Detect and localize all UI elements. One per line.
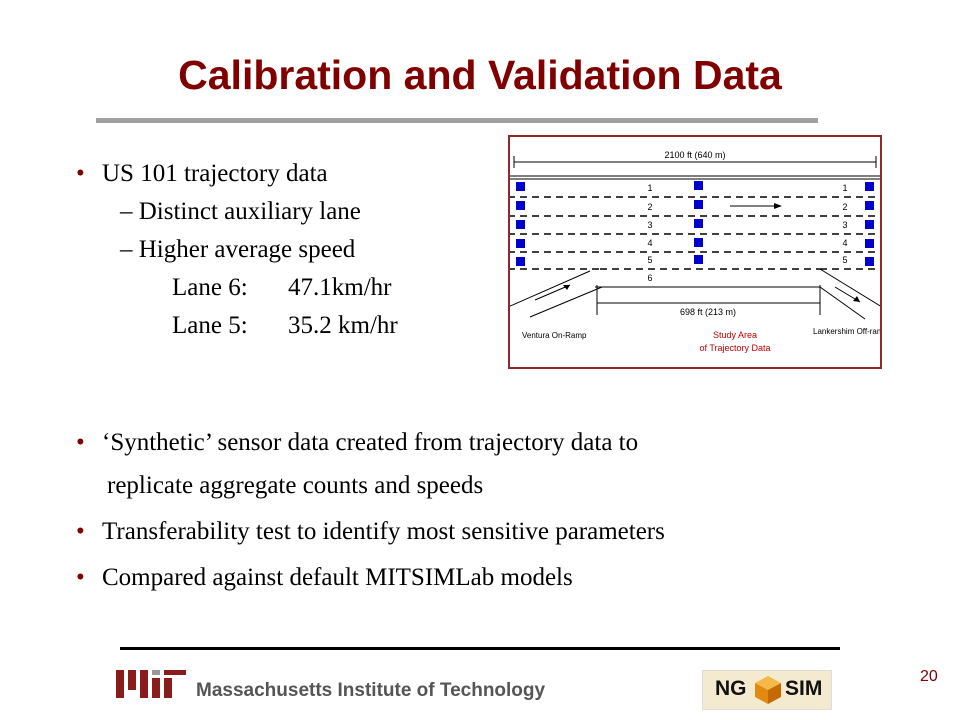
lane5-value: 35.2 km/hr (288, 312, 398, 339)
sensor-group-left (516, 182, 525, 266)
sensor-marker (694, 238, 703, 247)
lane6-value: 47.1km/hr (288, 274, 392, 301)
cube-icon (755, 676, 781, 704)
off-ramp-edge (819, 286, 866, 320)
sensor-marker (865, 257, 874, 266)
dimension-label-top: 2100 ft (640 m) (664, 150, 725, 160)
freeway-study-area-figure: 2100 ft (640 m) (507, 135, 889, 369)
lane-number: 4 (842, 238, 847, 248)
bullet-compared-mitsimlab: Compared against default MITSIMLab model… (102, 564, 573, 591)
off-ramp-arrow-head (853, 296, 860, 302)
sensor-group-right (865, 182, 874, 266)
sensor-marker (516, 257, 525, 266)
ngsim-logo: NG SIM (702, 670, 832, 710)
study-area-label: of Trajectory Data (699, 343, 770, 353)
lane-number: 1 (647, 183, 652, 193)
lane-number: 1 (842, 183, 847, 193)
bullet-marker: • (76, 160, 85, 187)
lane-number: 6 (647, 273, 652, 283)
bullet-synthetic-sensor: ‘Synthetic’ sensor data created from tra… (102, 429, 639, 456)
sub-bullet-auxiliary-lane: – Distinct auxiliary lane (120, 198, 361, 225)
traffic-direction-arrow-head (774, 203, 782, 209)
on-ramp-edge (529, 286, 603, 318)
lane-number: 3 (647, 220, 652, 230)
off-ramp-edge (819, 268, 883, 308)
dimension-label-bg (640, 148, 750, 160)
sensor-marker (516, 201, 525, 210)
sensor-marker (865, 201, 874, 210)
sensor-marker (865, 239, 874, 248)
lane-number: 5 (647, 255, 652, 265)
lane6-label: Lane 6: (172, 274, 248, 301)
bullet-marker: • (76, 518, 85, 545)
lane-number: 3 (842, 220, 847, 230)
sensor-marker (694, 219, 703, 228)
lane-number: 2 (842, 202, 847, 212)
footer-rule (120, 647, 840, 650)
ngsim-logo-ng: NG (715, 677, 747, 700)
title-underline (96, 118, 818, 123)
sensor-marker (865, 182, 874, 191)
on-ramp-arrow (534, 284, 571, 301)
bullet-transferability: Transferability test to identify most se… (102, 518, 665, 545)
sensor-marker (865, 220, 874, 229)
sub-bullet-higher-speed: – Higher average speed (120, 236, 356, 263)
lane-number: 5 (842, 255, 847, 265)
study-area-label: Study Area (713, 330, 757, 340)
lane-number: 4 (647, 238, 652, 248)
lankershim-off-ramp-label: Lankershim Off-ramp (813, 327, 880, 336)
lane5-label: Lane 5: (172, 312, 248, 339)
page-number: 20 (920, 668, 938, 685)
ngsim-logo-sim: SIM (785, 677, 823, 700)
mit-logo-icon (116, 670, 186, 698)
sensor-marker (516, 182, 525, 191)
bullet-marker: • (76, 564, 85, 591)
bullet-synthetic-sensor-continued: replicate aggregate counts and speeds (107, 472, 484, 499)
sensor-marker (694, 181, 703, 190)
on-ramp-edge (507, 270, 591, 308)
ventura-on-ramp-label: Ventura On-Ramp (522, 331, 587, 340)
sensor-marker (694, 200, 703, 209)
sensor-marker (516, 239, 525, 248)
sensor-group-middle (694, 181, 703, 264)
on-ramp-arrow-head (563, 285, 570, 290)
bullet-marker: • (76, 429, 85, 456)
freeway-diagram: 2100 ft (640 m) (507, 148, 889, 353)
sensor-marker (694, 255, 703, 264)
slide-title: Calibration and Validation Data (178, 52, 782, 98)
institution-name: Massachusetts Institute of Technology (196, 680, 546, 701)
sensor-marker (516, 220, 525, 229)
dimension-label-study: 698 ft (213 m) (680, 307, 736, 317)
bullet-us101: US 101 trajectory data (102, 160, 328, 187)
lane-number: 2 (647, 202, 652, 212)
